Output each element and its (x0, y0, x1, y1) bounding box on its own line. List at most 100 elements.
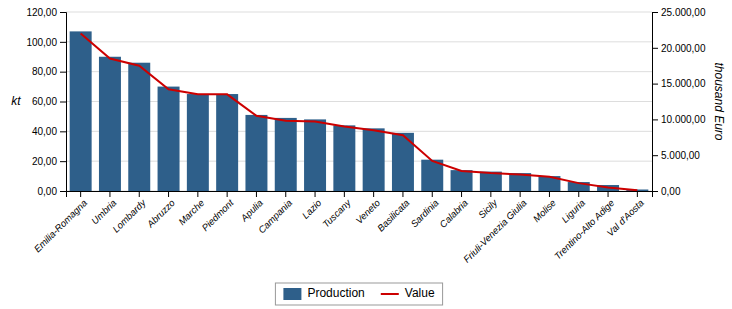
tick-mark (652, 48, 658, 49)
plot: Emilia-RomagnaUmbriaLombardyAbruzzoMarch… (11, 7, 726, 265)
y-axis-title: kt (11, 94, 21, 108)
legend-item: Value (381, 286, 435, 300)
tick: Val d'Aosta (604, 191, 645, 238)
tick: 20.000,00 (652, 43, 706, 54)
tick-mark (652, 155, 658, 156)
tick: Calabria (437, 191, 470, 230)
tick-label: Sardinia (408, 197, 440, 229)
tick: 10.000,00 (652, 114, 706, 125)
tick-label: Friuli-Venezia Giulia (461, 197, 529, 265)
tick: Veneto (353, 191, 382, 226)
bar (363, 128, 385, 191)
tick-mark (139, 191, 140, 197)
tick-mark (60, 42, 66, 43)
bar (128, 63, 150, 191)
tick-mark (80, 191, 81, 197)
tick: 40,00 (32, 126, 66, 137)
tick-label: 0,00 (38, 186, 58, 197)
tick-label: 100,00 (26, 37, 57, 48)
marks (70, 31, 649, 191)
tick: Trentino-Alto Adige (552, 191, 617, 262)
tick: Basilicata (375, 191, 412, 234)
tick-mark (402, 191, 403, 197)
tick: Abruzzo (144, 191, 177, 230)
tick: Sardinia (408, 191, 440, 229)
legend-frame (275, 283, 442, 305)
tick: Liguria (559, 191, 587, 225)
tick: 25.000,00 (652, 7, 706, 18)
tick-label: 20,00 (32, 156, 57, 167)
tick: Emilia-Romagna (32, 191, 89, 254)
tick: Lombardy (110, 191, 149, 235)
tick-mark (520, 191, 521, 197)
tick: 15.000,00 (652, 78, 706, 89)
tick: 0,00 (652, 186, 681, 197)
tick: 5.000,00 (652, 150, 700, 161)
x-axis: Emilia-RomagnaUmbriaLombardyAbruzzoMarch… (32, 191, 653, 265)
bar (304, 119, 326, 191)
tick-mark (344, 191, 345, 197)
legend-swatch (381, 293, 399, 295)
tick-mark (168, 191, 169, 197)
tick-mark (652, 12, 658, 13)
tick-label: Liguria (559, 197, 587, 225)
tick-mark (608, 191, 609, 197)
tick-mark (256, 191, 257, 197)
tick-label: Apulia (238, 197, 265, 224)
tick: Umbria (89, 191, 118, 226)
tick: Tuscany (320, 191, 354, 230)
grid-line (66, 161, 652, 162)
y2-axis: 0,00 5.000,00 10.000,00 15.000,00 20.000,00 2… (652, 7, 706, 197)
tick-label: Campania (256, 197, 294, 235)
tick: Molise (531, 191, 558, 224)
tick-label: Basilicata (375, 197, 412, 234)
tick-mark (60, 102, 66, 103)
tick-label: Tuscany (320, 196, 354, 230)
bar (216, 94, 238, 191)
tick-mark (432, 191, 433, 197)
tick-label: 25.000,00 (661, 7, 706, 18)
tick-mark (652, 119, 658, 120)
tick-mark (578, 191, 579, 197)
bar (275, 118, 297, 191)
tick-label: 0,00 (661, 186, 681, 197)
tick-mark (373, 191, 374, 197)
tick-mark (109, 191, 110, 197)
tick-mark (490, 191, 491, 197)
bar (480, 172, 502, 191)
tick-label: Piedmont (199, 197, 235, 233)
bar (451, 170, 473, 191)
tick: Campania (256, 191, 294, 235)
tick-mark (60, 131, 66, 132)
tick-mark (197, 191, 198, 197)
tick-mark (60, 72, 66, 73)
tick-mark (60, 12, 66, 13)
tick: Apulia (238, 191, 265, 224)
tick-label: Calabria (437, 197, 470, 230)
tick-mark (652, 191, 658, 192)
tick: Friuli-Venezia Giulia (461, 191, 529, 265)
bar (187, 94, 209, 191)
tick-label: 60,00 (32, 96, 57, 107)
bar-series (70, 31, 649, 191)
tick: Lazio (300, 191, 324, 221)
bar (70, 31, 92, 191)
tick: 0,00 (38, 186, 66, 197)
tick-mark (461, 191, 462, 197)
legend-swatch (283, 288, 301, 300)
tick-mark (285, 191, 286, 197)
tick: Piedmont (199, 191, 235, 233)
tick-mark (549, 191, 550, 197)
tick-label: Sicily (476, 196, 500, 220)
tick-label: 120,00 (26, 7, 57, 18)
grid-line (66, 41, 652, 42)
bar (333, 125, 355, 191)
tick-mark (60, 161, 66, 162)
tick-label: 15.000,00 (661, 78, 706, 89)
grid-line (66, 71, 652, 72)
tick: 100,00 (26, 37, 66, 48)
tick-label: Abruzzo (144, 197, 177, 230)
legend-item: Production (283, 286, 364, 300)
grid (66, 12, 652, 191)
tick-label: Lazio (300, 197, 324, 221)
